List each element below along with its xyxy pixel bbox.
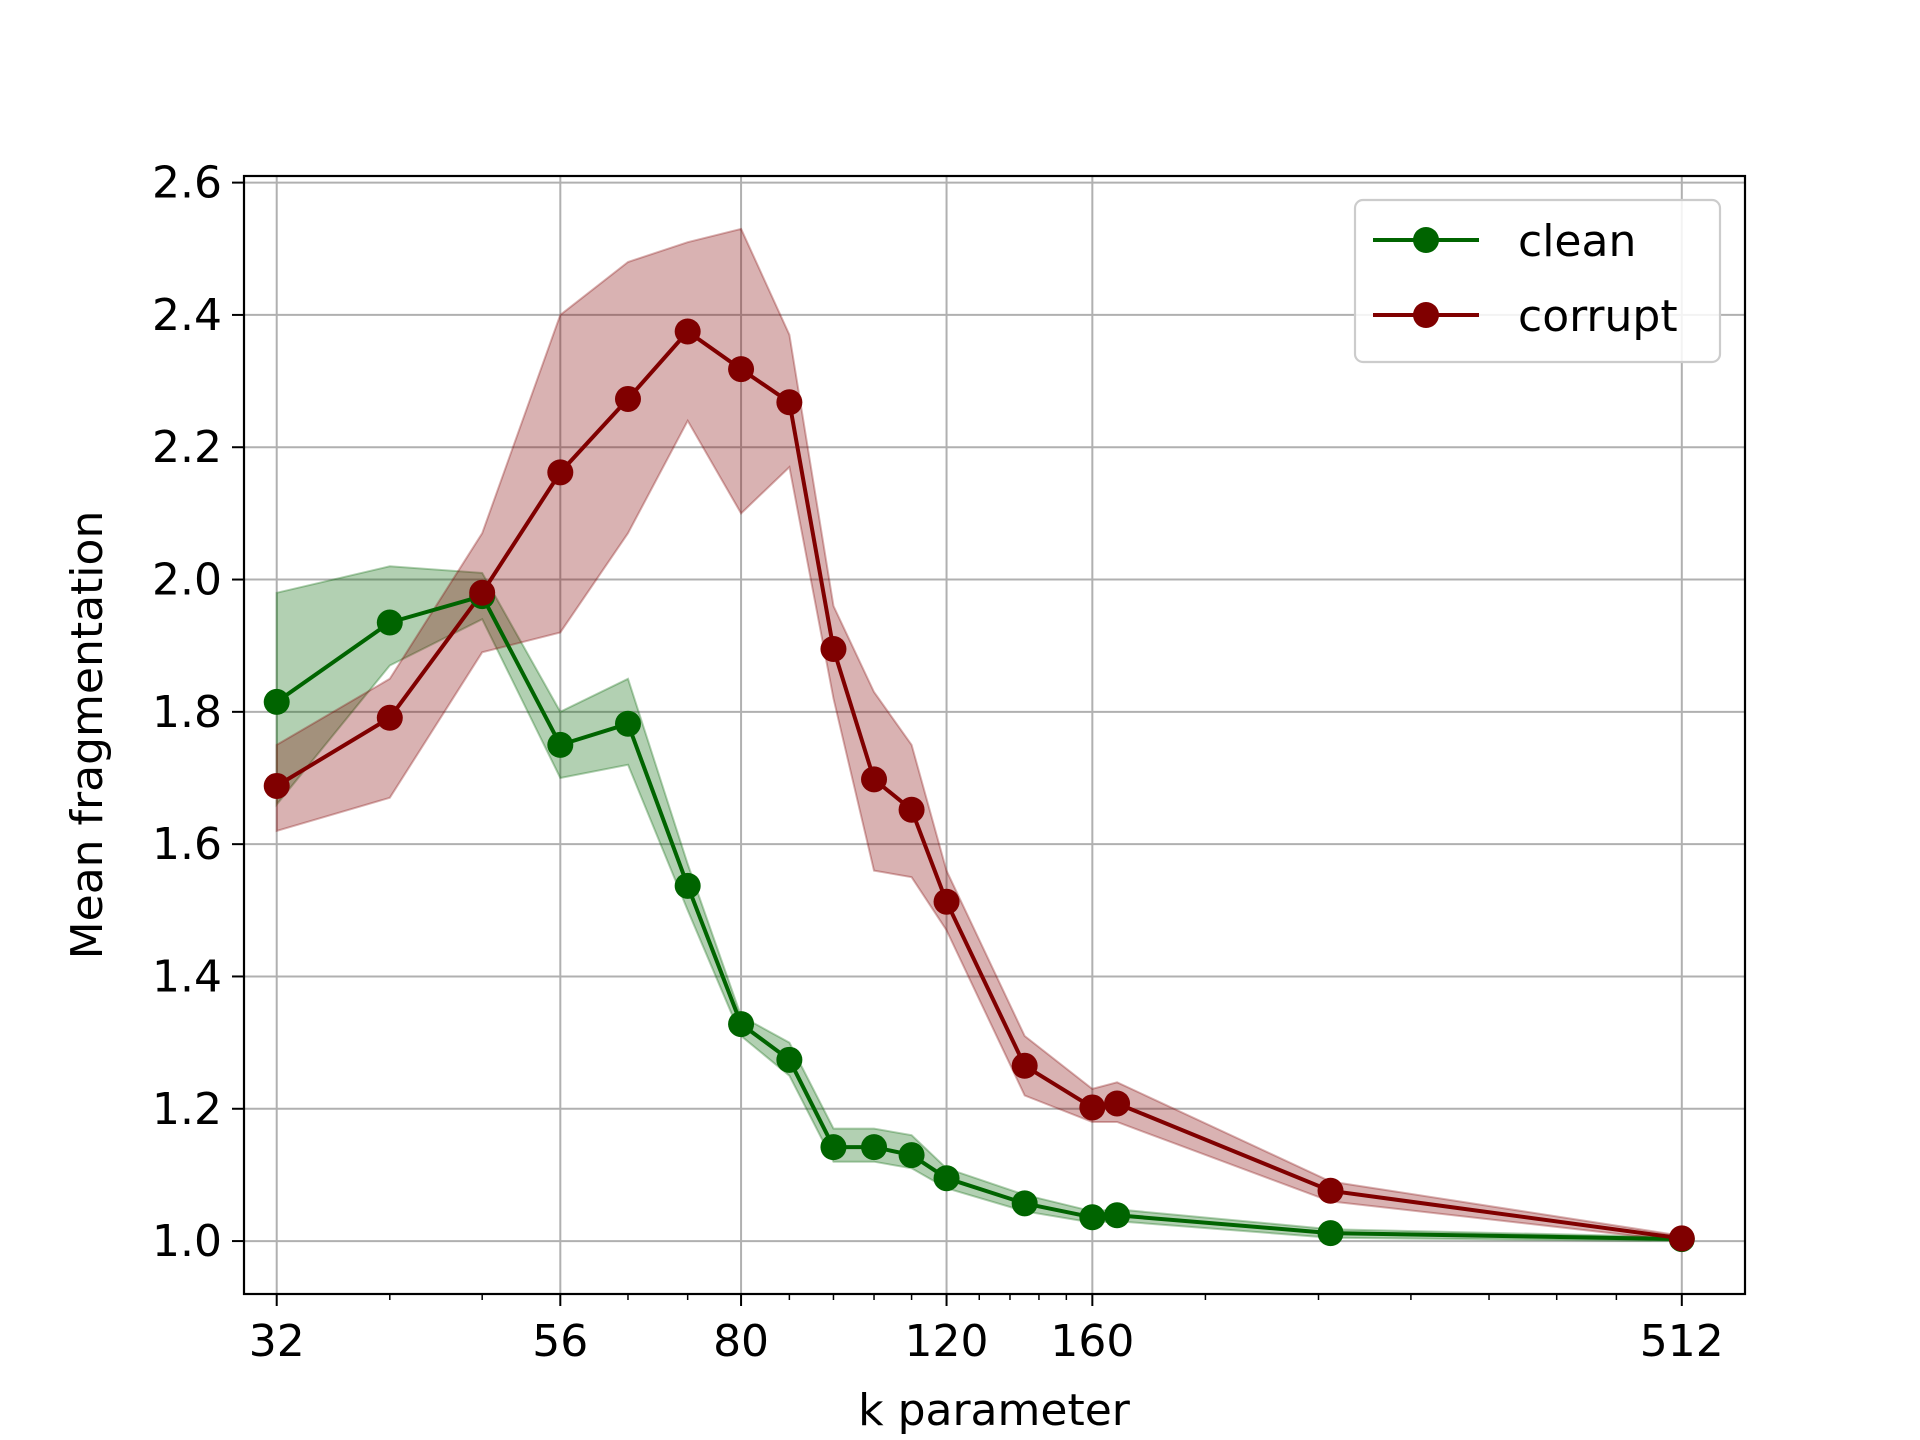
corrupt-point <box>1079 1094 1106 1121</box>
clean-point <box>376 609 403 636</box>
clean-point <box>898 1142 925 1169</box>
legend-clean-label: clean <box>1518 216 1636 267</box>
corrupt-point <box>1104 1090 1131 1117</box>
x-tick-label: 56 <box>532 1316 588 1367</box>
clean-point <box>1104 1202 1131 1229</box>
clean-point <box>263 688 290 715</box>
x-tick-label: 160 <box>1050 1316 1134 1367</box>
corrupt-point <box>820 636 847 662</box>
y-tick-label: 1.0 <box>152 1216 222 1267</box>
clean-point <box>547 731 574 758</box>
corrupt-point <box>376 704 403 731</box>
corrupt-point <box>1011 1052 1038 1079</box>
y-tick-label: 1.2 <box>152 1084 222 1135</box>
y-tick-label: 2.4 <box>152 290 222 341</box>
x-tick-label: 80 <box>713 1316 769 1367</box>
y-axis-ticks: 1.0 1.2 1.4 1.6 1.8 2.0 2.2 2.4 2.6 <box>152 158 244 1267</box>
plot-frame <box>242 174 1747 1296</box>
clean-point <box>933 1165 960 1192</box>
clean-point <box>1317 1220 1344 1247</box>
corrupt-point <box>898 796 925 823</box>
x-tick-label: 32 <box>249 1316 305 1367</box>
clean-point <box>614 710 641 737</box>
legend-corrupt-marker <box>1413 302 1439 328</box>
clean-point <box>1079 1204 1106 1231</box>
legend: clean corrupt <box>1353 198 1722 364</box>
y-axis-label: Mean fragmentation <box>62 511 113 960</box>
corrupt-point <box>776 389 803 416</box>
x-axis-label: k parameter <box>858 1385 1131 1436</box>
clean-point <box>820 1134 847 1161</box>
corrupt-point <box>861 766 888 793</box>
corrupt-point <box>674 318 701 345</box>
corrupt-point <box>933 888 960 915</box>
corrupt-point <box>1317 1177 1344 1204</box>
corrupt-point <box>469 579 496 606</box>
corrupt-point <box>614 385 641 412</box>
clean-point <box>674 872 701 899</box>
corrupt-point <box>1668 1225 1695 1252</box>
clean-point <box>728 1011 755 1038</box>
corrupt-point <box>728 356 755 383</box>
corrupt-point <box>547 459 574 486</box>
x-axis-ticks: 32 56 80 120 160 512 <box>249 1294 1724 1367</box>
legend-clean-marker <box>1413 227 1439 253</box>
y-tick-label: 2.0 <box>152 555 222 606</box>
x-tick-label: 120 <box>905 1316 989 1367</box>
clean-point <box>861 1134 888 1161</box>
legend-corrupt-label: corrupt <box>1518 291 1678 342</box>
clean-point <box>776 1046 803 1073</box>
y-tick-label: 2.2 <box>152 422 222 473</box>
corrupt-point <box>263 772 290 799</box>
x-tick-label: 512 <box>1640 1316 1724 1367</box>
y-tick-label: 1.6 <box>152 819 222 870</box>
y-tick-label: 1.4 <box>152 951 222 1002</box>
series-points <box>263 318 1695 1253</box>
y-tick-label: 1.8 <box>152 687 222 738</box>
clean-point <box>1011 1190 1038 1217</box>
y-tick-label: 2.6 <box>152 158 222 209</box>
